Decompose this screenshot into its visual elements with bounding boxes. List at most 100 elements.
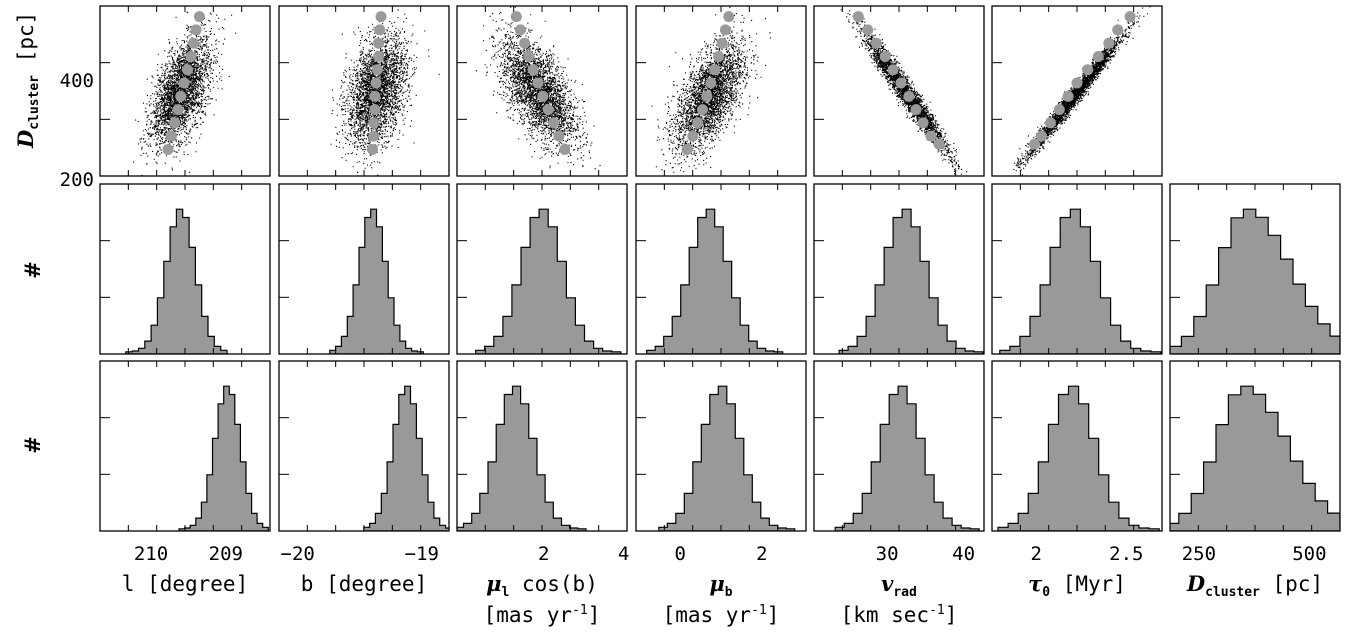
trend-point (172, 104, 184, 116)
trend-point (182, 64, 194, 76)
x-axis-label-5: τ0 [Myr] (1028, 571, 1126, 600)
y-label-subscript: cluster (27, 75, 42, 130)
scatter-points-b (330, 9, 440, 176)
trend-point (1112, 24, 1124, 36)
hist-panel-mu_b-row2 (635, 360, 807, 532)
trend-point (723, 11, 735, 23)
hist-panel-v_rad-row2 (813, 360, 985, 532)
histogram-mu_l (475, 208, 622, 354)
scatter-panel-mu_b (635, 5, 807, 177)
trend-point (1044, 117, 1056, 129)
x-label-subscript: b (725, 585, 733, 600)
x-axis-unit-2: [mas yr-1] (484, 603, 601, 627)
x-label-subscript: l (502, 585, 510, 600)
trend-point (910, 104, 922, 116)
trend-point (370, 77, 382, 89)
scatter-points-l (133, 11, 237, 176)
y-tick-label-400: 400 (60, 70, 94, 92)
y-tick-label-200: 200 (60, 169, 94, 191)
trend-point (1053, 104, 1065, 116)
x-label-subscript: rad (893, 585, 916, 600)
scatter-cloud-b (330, 9, 440, 176)
x-axis-label-0: l [degree] (122, 572, 248, 596)
histogram-D_cluster (1170, 385, 1340, 531)
trend-point (548, 117, 560, 129)
x-tick-label: −19 (405, 543, 439, 565)
trend-point (887, 64, 899, 76)
x-axis-label-2: μl cos(b) (486, 571, 598, 600)
histogram-mu_b (646, 208, 784, 354)
x-axis-unit-4: [km sec-1] (841, 603, 958, 627)
x-tick-label: 2 (538, 543, 549, 565)
trend-point (917, 117, 929, 129)
trend-point (523, 50, 535, 62)
trend-point (374, 24, 386, 36)
trend-point (375, 11, 387, 23)
x-axis-label-1: b [degree] (301, 572, 427, 596)
axis-text-layer: Dcluster [pc] 400 200 # # (13, 12, 94, 454)
y-label-symbol: D (13, 129, 38, 149)
hist-panel-mu_l-row2 (456, 360, 628, 532)
x-axis-label-3: μb (709, 571, 732, 600)
histogram-v_rad (834, 385, 980, 531)
histogram-D_cluster (1170, 208, 1340, 354)
histogram-mu_l (457, 385, 587, 531)
scatter-cloud-l (133, 11, 237, 176)
x-tick-label: 2.5 (1109, 543, 1143, 565)
x-label-rest: cos(b) (509, 572, 598, 596)
x-axis-label-4: vrad (881, 571, 917, 600)
trend-point (713, 50, 725, 62)
x-label-symbol: μ (709, 571, 724, 596)
hist-row2-y-label: # (20, 436, 45, 454)
trend-point (716, 37, 728, 49)
hist-panel-D_cluster-row1 (1169, 183, 1341, 355)
x-tick-label: 40 (952, 543, 975, 565)
hist-row1-y-label: # (20, 261, 45, 279)
scatter-panel-mu_l (456, 5, 628, 177)
x-tick-label: 210 (134, 543, 168, 565)
x-tick-label: 500 (1292, 543, 1326, 565)
trend-point (368, 117, 380, 129)
trend-point (1092, 50, 1104, 62)
x-label-symbol: μ (486, 571, 501, 596)
scatter-panel-l (99, 5, 271, 177)
trend-point (559, 143, 571, 155)
trend-point (527, 64, 539, 76)
trend-point (369, 104, 381, 116)
trend-point (368, 130, 380, 142)
scatter-points-mu_l (475, 6, 601, 170)
scatter-points-mu_b (651, 6, 771, 176)
scatter-panel-tau_0 (991, 5, 1163, 177)
trend-point (1124, 11, 1136, 23)
scatter-panel-b (278, 5, 450, 177)
trend-point (369, 90, 381, 102)
trend-point (532, 77, 544, 89)
trend-point (701, 90, 713, 102)
trend-point (178, 77, 190, 89)
x-label-rest: [pc] (1260, 572, 1323, 596)
scatter-points-tau_0 (1013, 6, 1151, 176)
histogram-mu_b (658, 385, 796, 531)
x-axis-label-6: Dcluster [pc] (1186, 571, 1323, 600)
hist-panel-v_rad-row1 (813, 183, 985, 355)
hist-panel-mu_l-row1 (456, 183, 628, 355)
x-axis-unit-3: [mas yr-1] (663, 603, 780, 627)
x-label-symbol: D (1186, 571, 1206, 596)
trend-point (925, 130, 937, 142)
x-label-subscript: 0 (1042, 585, 1050, 600)
y-label-unit: [pc] (14, 12, 38, 63)
scatter-y-axis-label: Dcluster [pc] (13, 12, 42, 149)
hist-panel-l-row1 (99, 183, 271, 355)
trend-point (692, 117, 704, 129)
trend-point (373, 50, 385, 62)
trend-point (193, 11, 205, 23)
trend-point (895, 77, 907, 89)
trend-point (537, 90, 549, 102)
trend-point (169, 117, 181, 129)
x-tick-label: 250 (1182, 543, 1216, 565)
trend-point (371, 64, 383, 76)
trend-point (862, 24, 874, 36)
x-tick-label: −20 (281, 543, 315, 565)
trend-point (1062, 90, 1074, 102)
hist-panel-b-row2 (278, 360, 450, 532)
